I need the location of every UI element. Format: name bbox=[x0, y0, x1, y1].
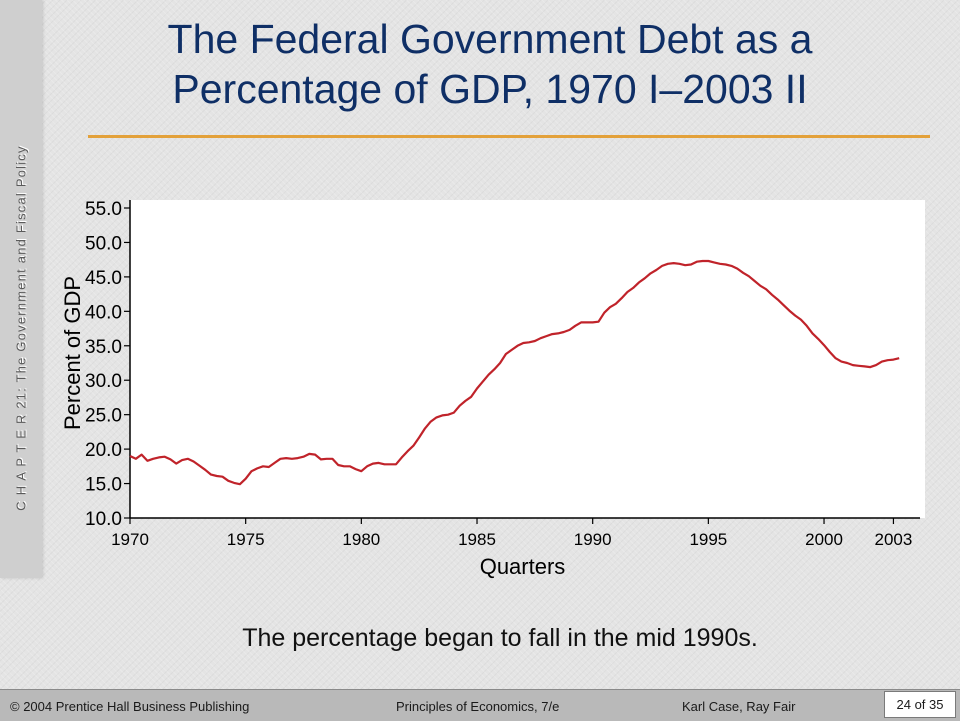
series-line bbox=[129, 259, 900, 486]
plot-background bbox=[130, 200, 925, 518]
x-axis-title: Quarters bbox=[480, 554, 566, 579]
y-tick-label: 15.0 bbox=[85, 475, 122, 496]
footer-book-title: Principles of Economics, 7/e bbox=[396, 699, 560, 714]
slide-title: The Federal Government Debt as a Percent… bbox=[60, 14, 920, 114]
footer-copyright: © 2004 Prentice Hall Business Publishing bbox=[10, 699, 250, 714]
y-tick-label: 35.0 bbox=[85, 337, 122, 358]
x-tick-label: 2000 bbox=[805, 530, 843, 549]
x-tick-label: 1990 bbox=[574, 530, 612, 549]
chapter-side-strip: C H A P T E R 21: The Government and Fis… bbox=[0, 0, 42, 578]
y-tick-label: 20.0 bbox=[85, 440, 122, 461]
y-tick-label: 50.0 bbox=[85, 233, 122, 254]
x-tick-label: 1975 bbox=[227, 530, 265, 549]
page-number: 24 of 35 bbox=[884, 691, 956, 718]
footer-bar: © 2004 Prentice Hall Business Publishing… bbox=[0, 689, 960, 721]
x-tick-label: 1980 bbox=[342, 530, 380, 549]
x-tick-label: 1985 bbox=[458, 530, 496, 549]
title-underline bbox=[88, 135, 930, 138]
y-tick-label: 25.0 bbox=[85, 406, 122, 427]
y-tick-label: 40.0 bbox=[85, 302, 122, 323]
x-tick-label: 1970 bbox=[111, 530, 149, 549]
y-tick-label: 45.0 bbox=[85, 268, 122, 289]
y-tick-label: 55.0 bbox=[85, 199, 122, 220]
slide-caption: The percentage began to fall in the mid … bbox=[242, 624, 758, 652]
y-tick-label: 30.0 bbox=[85, 371, 122, 392]
footer-authors: Karl Case, Ray Fair bbox=[682, 699, 796, 714]
y-axis-ticks: 10.0 15.0 20.0 25.0 30.0 35.0 40.0 45.0 50.0 55.0 bbox=[85, 199, 130, 530]
y-axis-title: Percent of GDP bbox=[60, 276, 85, 430]
x-axis-ticks: 1970 1975 1980 1985 1990 1995 2000 2003 bbox=[111, 518, 912, 549]
debt-gdp-chart: 10.0 15.0 20.0 25.0 30.0 35.0 40.0 45.0 50.0 55.0… bbox=[60, 199, 925, 579]
slide-title-line-1: The Federal Government Debt as a bbox=[167, 16, 813, 62]
series-group bbox=[129, 259, 900, 486]
slide-title-line-2: Percentage of GDP, 1970 I–2003 II bbox=[172, 66, 808, 112]
x-tick-label: 1995 bbox=[689, 530, 727, 549]
x-tick-label: 2003 bbox=[875, 530, 913, 549]
y-tick-label: 10.0 bbox=[85, 509, 122, 530]
